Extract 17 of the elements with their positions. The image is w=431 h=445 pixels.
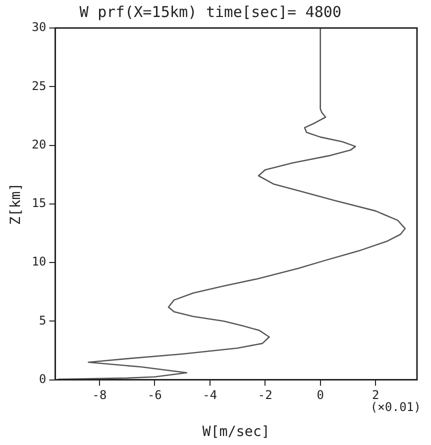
y-tick-label: 0 — [39, 372, 46, 386]
x-tick-label: -8 — [92, 388, 107, 402]
x-tick-label: 0 — [316, 388, 324, 402]
y-tick-label: 30 — [32, 20, 46, 34]
y-axis-title: Z[km] — [8, 182, 24, 225]
x-axis-title: W[m/sec] — [202, 424, 270, 440]
y-tick-label: 5 — [39, 313, 46, 328]
text: (×0.01) — [370, 400, 421, 414]
x-tick-label: -2 — [258, 388, 272, 402]
y-tick-label: 20 — [32, 137, 46, 152]
y-tick-label: 25 — [32, 78, 46, 93]
chart-title: W prf(X=15km) time[sec]= 4800 — [80, 2, 342, 21]
x-tick-label: 2 — [372, 388, 380, 402]
x-tick-label: -4 — [202, 388, 218, 402]
y-tick-label: 10 — [32, 254, 46, 269]
y-tick-label: 15 — [32, 196, 46, 210]
x-tick-label: -6 — [147, 388, 162, 402]
